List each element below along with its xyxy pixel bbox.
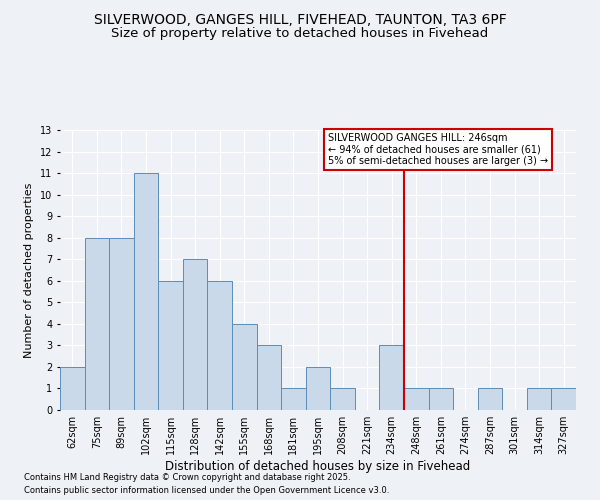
Bar: [158, 281, 183, 410]
Text: Contains public sector information licensed under the Open Government Licence v3: Contains public sector information licen…: [24, 486, 389, 495]
Bar: [527, 388, 551, 410]
Y-axis label: Number of detached properties: Number of detached properties: [25, 182, 34, 358]
Text: Size of property relative to detached houses in Fivehead: Size of property relative to detached ho…: [112, 28, 488, 40]
Text: SILVERWOOD GANGES HILL: 246sqm
← 94% of detached houses are smaller (61)
5% of s: SILVERWOOD GANGES HILL: 246sqm ← 94% of …: [328, 133, 548, 166]
Bar: [208, 281, 232, 410]
Bar: [85, 238, 109, 410]
Bar: [183, 259, 208, 410]
Bar: [551, 388, 576, 410]
Bar: [428, 388, 453, 410]
Bar: [134, 173, 158, 410]
Text: SILVERWOOD, GANGES HILL, FIVEHEAD, TAUNTON, TA3 6PF: SILVERWOOD, GANGES HILL, FIVEHEAD, TAUNT…: [94, 12, 506, 26]
Bar: [330, 388, 355, 410]
Bar: [478, 388, 502, 410]
Bar: [232, 324, 257, 410]
X-axis label: Distribution of detached houses by size in Fivehead: Distribution of detached houses by size …: [166, 460, 470, 473]
Bar: [109, 238, 134, 410]
Bar: [404, 388, 428, 410]
Text: Contains HM Land Registry data © Crown copyright and database right 2025.: Contains HM Land Registry data © Crown c…: [24, 474, 350, 482]
Bar: [306, 367, 330, 410]
Bar: [257, 346, 281, 410]
Bar: [60, 367, 85, 410]
Bar: [379, 346, 404, 410]
Bar: [281, 388, 306, 410]
